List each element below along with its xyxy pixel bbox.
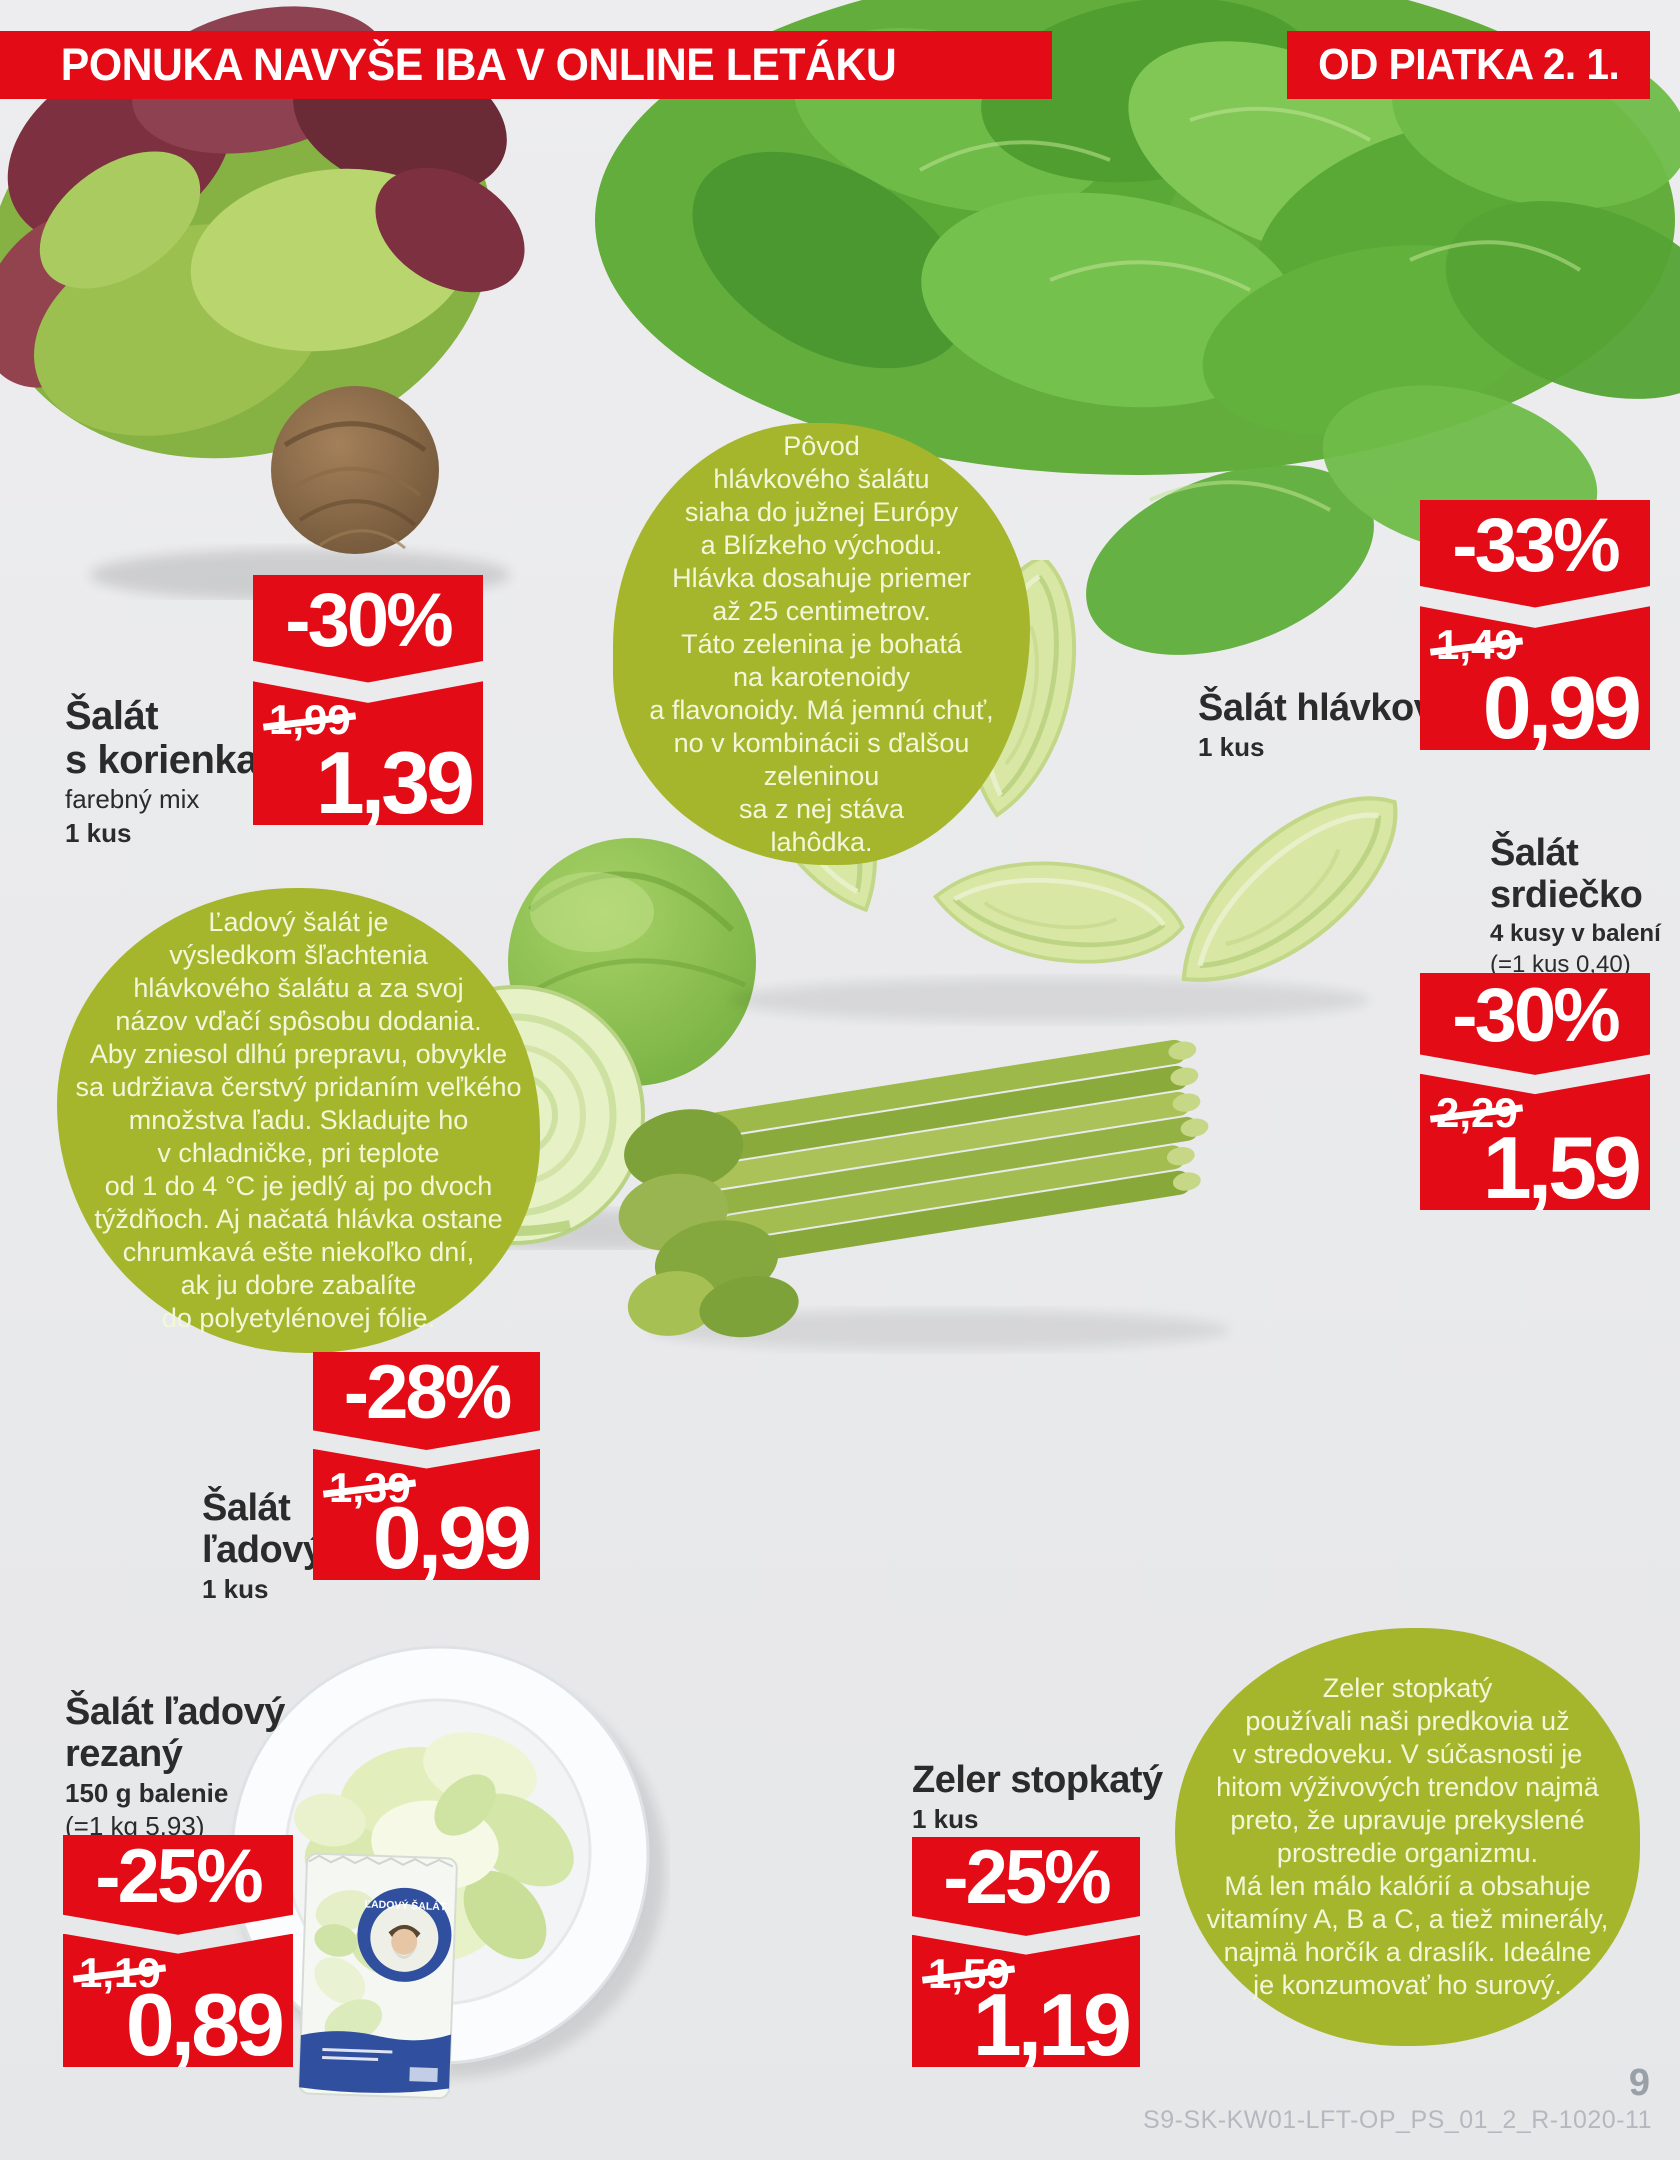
info-blob-text: Ľadový šalát je výsledkom šľachtenia hlá… — [75, 907, 522, 1333]
discount-section: -30% — [253, 575, 483, 683]
old-price: 1,39 — [329, 1463, 411, 1511]
promo-banner-headline: PONUKA NAVYŠE IBA V ONLINE LETÁKU — [60, 39, 897, 90]
discount-section: -25% — [912, 1837, 1140, 1936]
discount-section: -28% — [313, 1350, 540, 1451]
info-blob-text: Pôvod hlávkového šalátu siaha do južnej … — [649, 430, 994, 857]
product-unit: 4 kusy v balení — [1490, 919, 1661, 947]
discount-value: -30% — [285, 577, 453, 663]
new-price: 1,39 — [315, 733, 475, 832]
discount-badge-salat-hlavkovy: -33% 1,49 0,99 — [1420, 500, 1650, 750]
bag-brand-text: ĽADOVÝ ŠALÁT — [364, 1897, 447, 1913]
footer-page-number: 9 — [1628, 2062, 1650, 2104]
price-section: 1,39 0,99 — [313, 1448, 540, 1587]
promo-date-box: OD PIATKA 2. 1. — [1287, 31, 1650, 99]
discount-badge-salat-srdiecko: -30% 2,29 1,59 — [1420, 973, 1650, 1210]
product-label-salat-ladovy-rezany: Šalát ľadový rezaný 150 g balenie (=1 kg… — [65, 1691, 285, 1843]
info-blob-butterhead: Pôvod hlávkového šalátu siaha do južnej … — [613, 423, 1030, 865]
price-section: 2,29 1,59 — [1420, 1073, 1650, 1217]
discount-value: -33% — [1452, 502, 1620, 588]
old-price: 1,99 — [269, 696, 351, 744]
discount-section: -30% — [1420, 973, 1650, 1075]
product-unit: 1 kus — [202, 1573, 269, 1604]
new-price: 1,59 — [1482, 1117, 1642, 1217]
info-blob-text: Zeler stopkatý používali naši predkovia … — [1206, 1673, 1609, 2000]
photo-romaine-hearts — [660, 560, 1440, 1030]
discount-badge-salat-ladovy: -28% 1,39 0,99 — [313, 1352, 540, 1580]
footer-print-code: S9-SK-KW01-LFT-OP_PS_01_2_R-1020-11 — [1143, 2106, 1652, 2134]
product-name: Šalát hlávkový — [1198, 687, 1456, 729]
product-name: Zeler stopkatý — [912, 1759, 1163, 1801]
discount-section: -25% — [63, 1835, 293, 1935]
product-variant: farebný mix — [65, 784, 200, 814]
promo-banner: PONUKA NAVYŠE IBA V ONLINE LETÁKU — [0, 31, 1052, 99]
product-label-zeler-stopkaty: Zeler stopkatý 1 kus — [912, 1759, 1163, 1836]
new-price: 0,89 — [125, 1974, 285, 2074]
photo-butterhead-lettuce — [595, 0, 1680, 655]
promo-date-label: OD PIATKA 2. 1. — [1317, 40, 1620, 89]
price-section: 1,59 1,19 — [912, 1934, 1140, 2074]
product-label-salat-srdiecko: Šalát srdiečko 4 kusy v balení (=1 kus 0… — [1490, 832, 1680, 979]
price-section: 1,19 0,89 — [63, 1933, 293, 2074]
product-label-salat-ladovy: Šalát ľadový 1 kus — [202, 1487, 324, 1605]
discount-badge-salat-ladovy-rezany: -25% 1,19 0,89 — [63, 1835, 293, 2067]
price-section: 1,49 0,99 — [1420, 606, 1650, 750]
info-blob-iceberg: Ľadový šalát je výsledkom šľachtenia hlá… — [57, 888, 540, 1353]
product-name: Šalát srdiečko — [1490, 832, 1643, 916]
product-unit: 150 g balenie — [65, 1777, 229, 1808]
product-unit: 1 kus — [65, 817, 132, 848]
product-unit: 1 kus — [1198, 731, 1265, 762]
product-label-salat-s-korienkami: Šalát s korienkami farebný mix 1 kus — [65, 694, 304, 849]
new-price: 1,19 — [972, 1975, 1132, 2074]
discount-value: -30% — [1452, 972, 1620, 1058]
price-section: 1,99 1,39 — [253, 681, 483, 825]
discount-value: -25% — [943, 1835, 1111, 1921]
discount-badge-zeler-stopkaty: -25% 1,59 1,19 — [912, 1837, 1140, 2067]
photo-salad-bag: ĽADOVÝ ŠALÁT — [298, 1852, 458, 2100]
old-price: 1,19 — [79, 1948, 161, 1996]
discount-badge-salat-s-korienkami: -30% 1,99 1,39 — [253, 575, 483, 825]
photo-celery — [618, 1039, 1230, 1350]
discount-value: -25% — [95, 1833, 263, 1919]
product-label-salat-hlavkovy: Šalát hlávkový 1 kus — [1198, 687, 1456, 764]
info-blob-celery: Zeler stopkatý používali naši predkovia … — [1175, 1628, 1640, 2046]
product-name: Šalát ľadový rezaný — [65, 1691, 285, 1775]
old-price: 1,49 — [1436, 621, 1518, 669]
product-unit: 1 kus — [912, 1803, 979, 1834]
old-price: 2,29 — [1436, 1088, 1518, 1136]
discount-section: -33% — [1420, 500, 1650, 608]
old-price: 1,59 — [928, 1949, 1010, 1997]
new-price: 0,99 — [1482, 658, 1642, 757]
product-name: Šalát ľadový — [202, 1487, 324, 1571]
new-price: 0,99 — [372, 1487, 532, 1587]
discount-value: -28% — [343, 1350, 512, 1436]
